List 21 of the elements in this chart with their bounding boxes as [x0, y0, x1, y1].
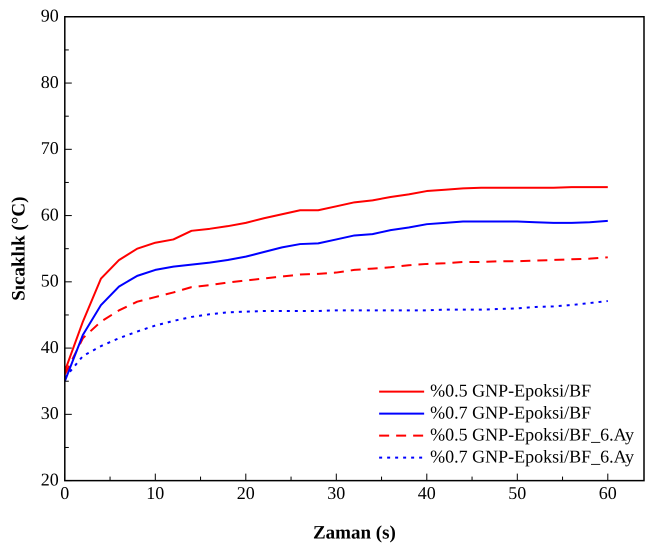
- y-axis-title: Sıcaklık (°C): [8, 196, 30, 301]
- y-tick-label: 40: [40, 336, 59, 357]
- y-tick-label: 50: [40, 270, 59, 291]
- x-tick-label: 50: [508, 483, 526, 504]
- x-tick-label: 20: [236, 483, 255, 504]
- legend-label: %0.5 GNP-Epoksi/BF_6.Ay: [430, 424, 634, 444]
- y-tick-label: 60: [40, 204, 59, 224]
- x-tick-label: 60: [598, 483, 617, 504]
- y-tick-label: 70: [40, 138, 59, 158]
- y-tick-label: 20: [40, 469, 59, 490]
- legend-label: %0.5 GNP-Epoksi/BF: [430, 380, 592, 400]
- x-tick-label: 40: [418, 483, 436, 504]
- legend-label: %0.7 GNP-Epoksi/BF_6.Ay: [430, 446, 634, 466]
- x-tick-label: 10: [146, 483, 164, 504]
- legend-label: %0.7 GNP-Epoksi/BF: [430, 402, 592, 422]
- x-axis-title: Zaman (s): [312, 522, 396, 544]
- y-tick-label: 80: [40, 72, 59, 92]
- y-tick-label: 30: [40, 403, 59, 424]
- x-tick-label: 30: [327, 483, 346, 504]
- x-tick-label: 0: [60, 483, 70, 504]
- y-tick-label: 90: [40, 6, 59, 26]
